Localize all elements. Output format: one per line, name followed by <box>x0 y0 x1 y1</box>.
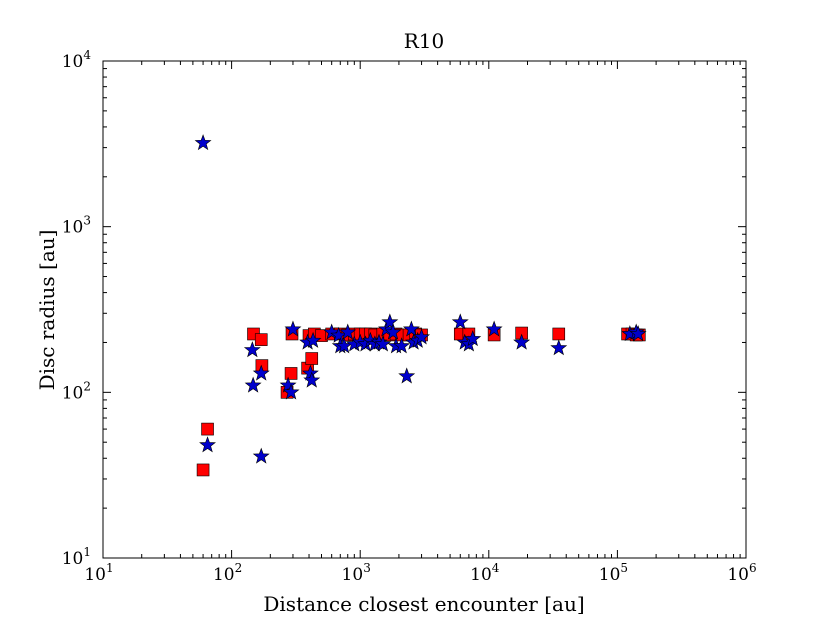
x-tick-label: 103 <box>342 561 371 585</box>
y-tick-label: 101 <box>62 545 91 569</box>
x-tick-label: 106 <box>727 561 756 585</box>
y-tick-label: 102 <box>62 379 91 403</box>
data-point-star <box>393 337 411 354</box>
plot-frame <box>102 60 747 559</box>
plot-area <box>194 134 647 477</box>
data-point-star <box>252 364 270 381</box>
data-point-star <box>304 331 322 348</box>
y-axis-label: Disc radius [au] <box>35 230 59 391</box>
chart-title: R10 <box>404 29 445 53</box>
data-point-square <box>201 422 214 436</box>
data-point-star <box>284 320 302 337</box>
data-point-square <box>305 352 319 365</box>
data-point-star <box>402 320 420 337</box>
data-point-star <box>629 325 647 342</box>
data-point-star <box>384 323 402 340</box>
data-point-star <box>194 134 212 151</box>
data-point-star <box>485 320 503 337</box>
x-tick-label: 101 <box>84 561 113 585</box>
data-point-star <box>323 323 341 340</box>
x-tick-label: 105 <box>599 561 628 585</box>
data-point-square <box>196 463 210 477</box>
data-point-star <box>464 330 482 347</box>
data-point-star <box>451 313 469 330</box>
data-point-star <box>243 341 261 358</box>
data-point-star <box>413 328 431 345</box>
data-point-star <box>244 376 262 393</box>
y-tick-label: 103 <box>62 214 91 238</box>
data-point-star <box>303 371 321 388</box>
data-point-star <box>513 333 531 350</box>
data-point-star <box>199 436 216 453</box>
data-point-square <box>284 367 298 380</box>
data-point-square <box>552 327 566 341</box>
data-point-star <box>374 335 392 352</box>
x-tick-label: 104 <box>470 561 500 585</box>
data-point-star <box>252 447 270 464</box>
y-tick-label: 104 <box>62 48 92 72</box>
x-tick-label: 102 <box>213 561 242 585</box>
data-point-star <box>279 376 297 393</box>
data-point-square <box>254 333 268 346</box>
data-point-star <box>398 367 416 384</box>
data-point-star <box>381 313 399 330</box>
axis-ticks: 101 102 103 104 105 106 101 102 103 104 <box>62 48 757 585</box>
data-point-star <box>339 323 357 340</box>
data-point-star <box>550 339 568 356</box>
x-axis-label: Distance closest encounter [au] <box>263 592 584 616</box>
data-point-star <box>282 383 300 400</box>
